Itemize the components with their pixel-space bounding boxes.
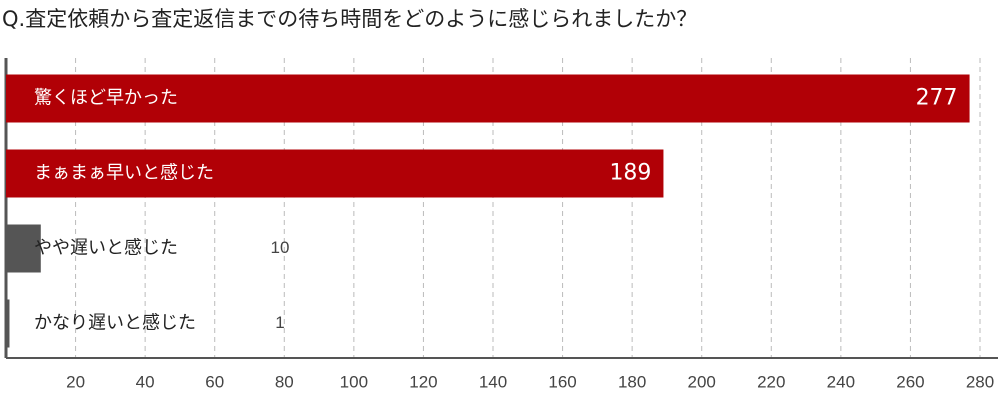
x-tick-label: 200 bbox=[688, 372, 716, 391]
x-tick-label: 120 bbox=[409, 372, 437, 391]
value-label: 189 bbox=[609, 161, 651, 186]
x-tick-label: 80 bbox=[275, 372, 294, 391]
value-label: 1 bbox=[275, 313, 284, 332]
x-tick-label: 40 bbox=[136, 372, 155, 391]
value-label: 277 bbox=[916, 86, 958, 111]
x-tick-label: 240 bbox=[827, 372, 855, 391]
x-tick-label: 220 bbox=[757, 372, 785, 391]
bar bbox=[6, 299, 10, 348]
chart-title: Q.査定依頼から査定返信までの待ち時間をどのように感じられましたか？ bbox=[2, 7, 697, 31]
value-label: 10 bbox=[271, 238, 290, 257]
bar bbox=[6, 224, 41, 273]
x-tick-label: 140 bbox=[479, 372, 507, 391]
x-tick-label: 260 bbox=[896, 372, 924, 391]
x-tick-label: 280 bbox=[966, 372, 994, 391]
category-label: やや遅いと感じた bbox=[34, 238, 178, 259]
bar bbox=[6, 149, 664, 198]
bar bbox=[6, 74, 970, 123]
x-tick-label: 180 bbox=[618, 372, 646, 391]
x-tick-label: 20 bbox=[66, 372, 85, 391]
category-label: まぁまぁ早いと感じた bbox=[34, 163, 214, 184]
x-tick-label: 160 bbox=[548, 372, 576, 391]
category-label: かなり遅いと感じた bbox=[34, 313, 196, 334]
x-tick-label: 60 bbox=[205, 372, 224, 391]
category-label: 驚くほど早かった bbox=[34, 88, 178, 109]
x-tick-label: 100 bbox=[340, 372, 368, 391]
